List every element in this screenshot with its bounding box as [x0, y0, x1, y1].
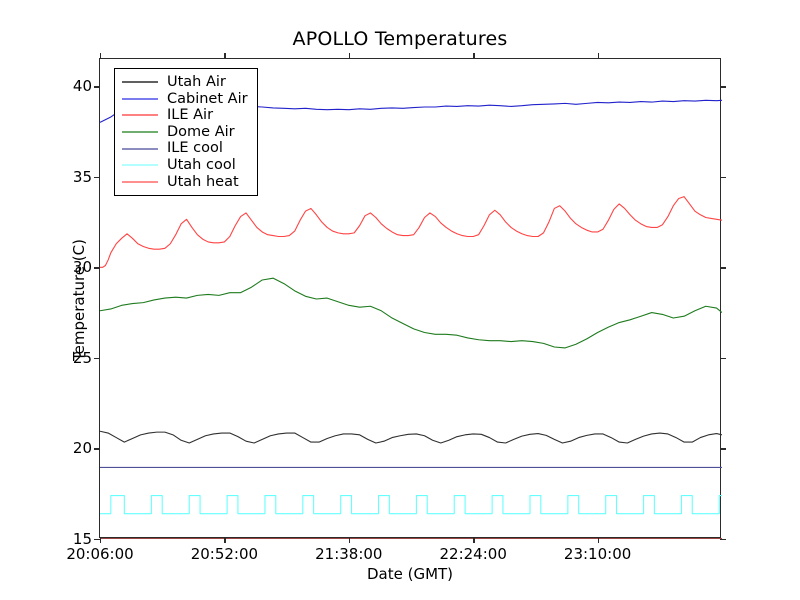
- page-title: APOLLO Temperatures: [292, 28, 508, 50]
- x-tick-mark: [473, 537, 475, 543]
- y-axis-title: Temperature (C): [69, 239, 88, 361]
- legend-label: ILE cool: [167, 140, 223, 157]
- y-tick-mark-right: [720, 176, 726, 179]
- legend-label: Utah heat: [167, 173, 239, 190]
- x-tick-mark-top: [473, 53, 475, 59]
- x-tick-mark-top: [348, 53, 351, 59]
- legend-item: Dome Air: [122, 124, 248, 141]
- x-tick-mark-top: [100, 53, 102, 59]
- y-tick-label: 20: [72, 439, 92, 458]
- y-tick-mark-right: [720, 448, 726, 450]
- legend-label: Dome Air: [167, 123, 235, 140]
- legend-label: Cabinet Air: [167, 90, 248, 107]
- y-tick-label: 35: [72, 167, 92, 186]
- series-line-dome-air: [100, 277, 722, 349]
- legend-label: Utah Air: [167, 74, 226, 90]
- x-tick-mark: [597, 537, 599, 543]
- y-tick-mark: [94, 539, 100, 541]
- y-tick-mark-right: [720, 357, 726, 360]
- y-tick-mark: [94, 176, 100, 179]
- legend-swatch: [122, 164, 158, 167]
- x-tick-label: 20:52:00: [190, 545, 259, 563]
- legend-item: Cabinet Air: [122, 91, 248, 108]
- x-tick-mark-top: [597, 53, 599, 59]
- legend-item: ILE Air: [122, 107, 248, 124]
- legend-label: ILE Air: [167, 107, 214, 124]
- y-tick-label: 15: [72, 530, 92, 548]
- y-tick-mark-right: [720, 539, 726, 541]
- x-tick-mark: [100, 537, 102, 543]
- y-tick-mark: [94, 357, 100, 360]
- y-tick-mark-right: [720, 267, 726, 269]
- legend-item: Utah Air: [122, 74, 248, 91]
- x-tick-label: 23:10:00: [563, 545, 632, 563]
- y-tick-label: 25: [72, 348, 92, 367]
- series-line-ile-air: [100, 196, 722, 268]
- series-line-utah-air: [100, 430, 722, 444]
- y-tick-mark: [94, 267, 100, 269]
- legend-swatch: [122, 114, 158, 117]
- legend-swatch: [122, 147, 158, 150]
- legend-item: Utah heat: [122, 174, 248, 191]
- legend: Utah Air Cabinet Air ILE Air Dome Air ILE co…: [114, 68, 258, 197]
- legend-swatch: [122, 81, 158, 84]
- series-line-utah-cool: [100, 494, 722, 515]
- x-tick-mark: [348, 537, 351, 543]
- y-tick-mark: [94, 448, 100, 450]
- x-tick-label: 22:24:00: [439, 545, 507, 563]
- y-tick-label: 30: [72, 258, 92, 277]
- legend-item: Utah cool: [122, 157, 248, 174]
- x-tick-label: 20:06:00: [66, 545, 134, 563]
- legend-swatch: [122, 97, 158, 100]
- legend-item: ILE cool: [122, 140, 248, 157]
- x-tick-label: 21:38:00: [315, 545, 383, 563]
- legend-label: Utah cool: [167, 156, 236, 173]
- legend-swatch: [122, 180, 158, 183]
- x-tick-mark-top: [224, 53, 226, 59]
- y-tick-label: 40: [72, 77, 92, 96]
- legend-swatch: [122, 131, 158, 134]
- y-tick-mark: [94, 86, 100, 88]
- x-axis-title: Date (GMT): [366, 565, 454, 583]
- x-tick-mark: [224, 537, 226, 543]
- y-tick-mark-right: [720, 86, 726, 88]
